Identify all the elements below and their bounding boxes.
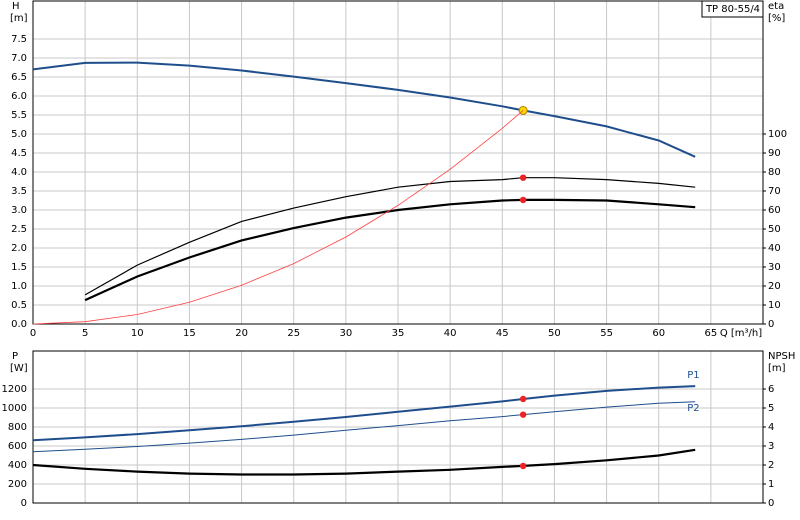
y-tick-label: 5.0 xyxy=(11,129,27,140)
y2-tick-label: 50 xyxy=(768,224,781,235)
y-tick-label: 0.5 xyxy=(11,300,27,311)
y-tick-label: 2.5 xyxy=(11,224,27,235)
plot-border xyxy=(32,350,764,504)
y2-tick-label: 90 xyxy=(768,148,781,159)
y2-tick-label: 100 xyxy=(768,129,787,140)
x-axis-label: Q [m³/h] xyxy=(720,328,762,339)
y2-tick-label: 4 xyxy=(768,422,774,433)
y2-tick-label: 60 xyxy=(768,205,781,216)
y-tick-label: 7.0 xyxy=(11,53,27,64)
x-tick-label: 5 xyxy=(82,328,88,339)
y-axis-unit: [m] xyxy=(10,13,28,24)
y2-axis-unit: [%] xyxy=(768,13,785,24)
x-tick-label: 30 xyxy=(339,328,352,339)
y-tick-label: 0.0 xyxy=(11,319,27,330)
y-axis-unit: [W] xyxy=(10,363,28,374)
series-label: P2 xyxy=(687,403,699,414)
duty-point xyxy=(519,395,527,403)
y-tick-label: 7.5 xyxy=(11,34,27,45)
y-tick-label: 1000 xyxy=(2,403,27,414)
y-tick-label: 1.5 xyxy=(11,262,27,273)
series-label: P1 xyxy=(687,370,699,381)
x-tick-label: 40 xyxy=(444,328,457,339)
y2-tick-label: 10 xyxy=(768,300,781,311)
y-tick-label: 6.5 xyxy=(11,72,27,83)
y-axis-label: H xyxy=(12,1,20,12)
x-tick-label: 25 xyxy=(287,328,300,339)
y-axis-label: P xyxy=(12,351,18,362)
y2-tick-label: 40 xyxy=(768,243,781,254)
y2-tick-label: 2 xyxy=(768,460,774,471)
y2-tick-label: 0 xyxy=(768,319,774,330)
curve xyxy=(84,198,696,302)
y-tick-label: 1.0 xyxy=(11,281,27,292)
y2-tick-label: 70 xyxy=(768,186,781,197)
y-tick-label: 2.0 xyxy=(11,243,27,254)
y-tick-label: 5.5 xyxy=(11,110,27,121)
curve xyxy=(32,401,696,453)
curve xyxy=(84,177,696,296)
title-box xyxy=(701,0,764,18)
y-tick-label: 400 xyxy=(8,460,27,471)
plot-border xyxy=(32,0,764,325)
chart-title: TP 80-55/4 xyxy=(705,4,760,15)
y-tick-label: 3.0 xyxy=(11,205,27,216)
duty-point xyxy=(519,462,527,470)
x-tick-label: 65 xyxy=(704,328,717,339)
x-tick-label: 0 xyxy=(30,328,36,339)
curve xyxy=(32,448,696,476)
x-tick-label: 55 xyxy=(600,328,613,339)
y2-axis-label: NPSH xyxy=(768,351,795,362)
y-tick-label: 600 xyxy=(8,441,27,452)
x-tick-label: 50 xyxy=(548,328,561,339)
duty-point xyxy=(519,411,527,418)
curve xyxy=(32,110,524,325)
curve xyxy=(32,385,696,442)
y2-tick-label: 80 xyxy=(768,167,781,178)
y-tick-label: 800 xyxy=(8,422,27,433)
x-tick-label: 20 xyxy=(235,328,248,339)
y-tick-label: 3.5 xyxy=(11,186,27,197)
x-tick-label: 15 xyxy=(183,328,196,339)
y-tick-label: 6.0 xyxy=(11,91,27,102)
y2-tick-label: 5 xyxy=(768,403,774,414)
duty-point xyxy=(519,174,527,181)
x-tick-label: 60 xyxy=(652,328,665,339)
y2-axis-unit: [m] xyxy=(768,363,786,374)
x-tick-label: 45 xyxy=(496,328,509,339)
y-tick-label: 4.0 xyxy=(11,167,27,178)
y-tick-label: 200 xyxy=(8,479,27,490)
y-tick-label: 4.5 xyxy=(11,148,27,159)
y2-tick-label: 6 xyxy=(768,384,774,395)
y-tick-label: 0 xyxy=(21,498,27,509)
x-tick-label: 10 xyxy=(131,328,144,339)
y-tick-label: 1200 xyxy=(2,384,27,395)
y2-tick-label: 30 xyxy=(768,262,781,273)
duty-point xyxy=(519,196,527,204)
x-tick-label: 35 xyxy=(392,328,405,339)
y2-tick-label: 20 xyxy=(768,281,781,292)
y2-tick-label: 1 xyxy=(768,479,774,490)
curve xyxy=(32,61,696,158)
y2-tick-label: 0 xyxy=(768,498,774,509)
y2-axis-label: eta xyxy=(768,1,784,12)
y2-tick-label: 3 xyxy=(768,441,774,452)
